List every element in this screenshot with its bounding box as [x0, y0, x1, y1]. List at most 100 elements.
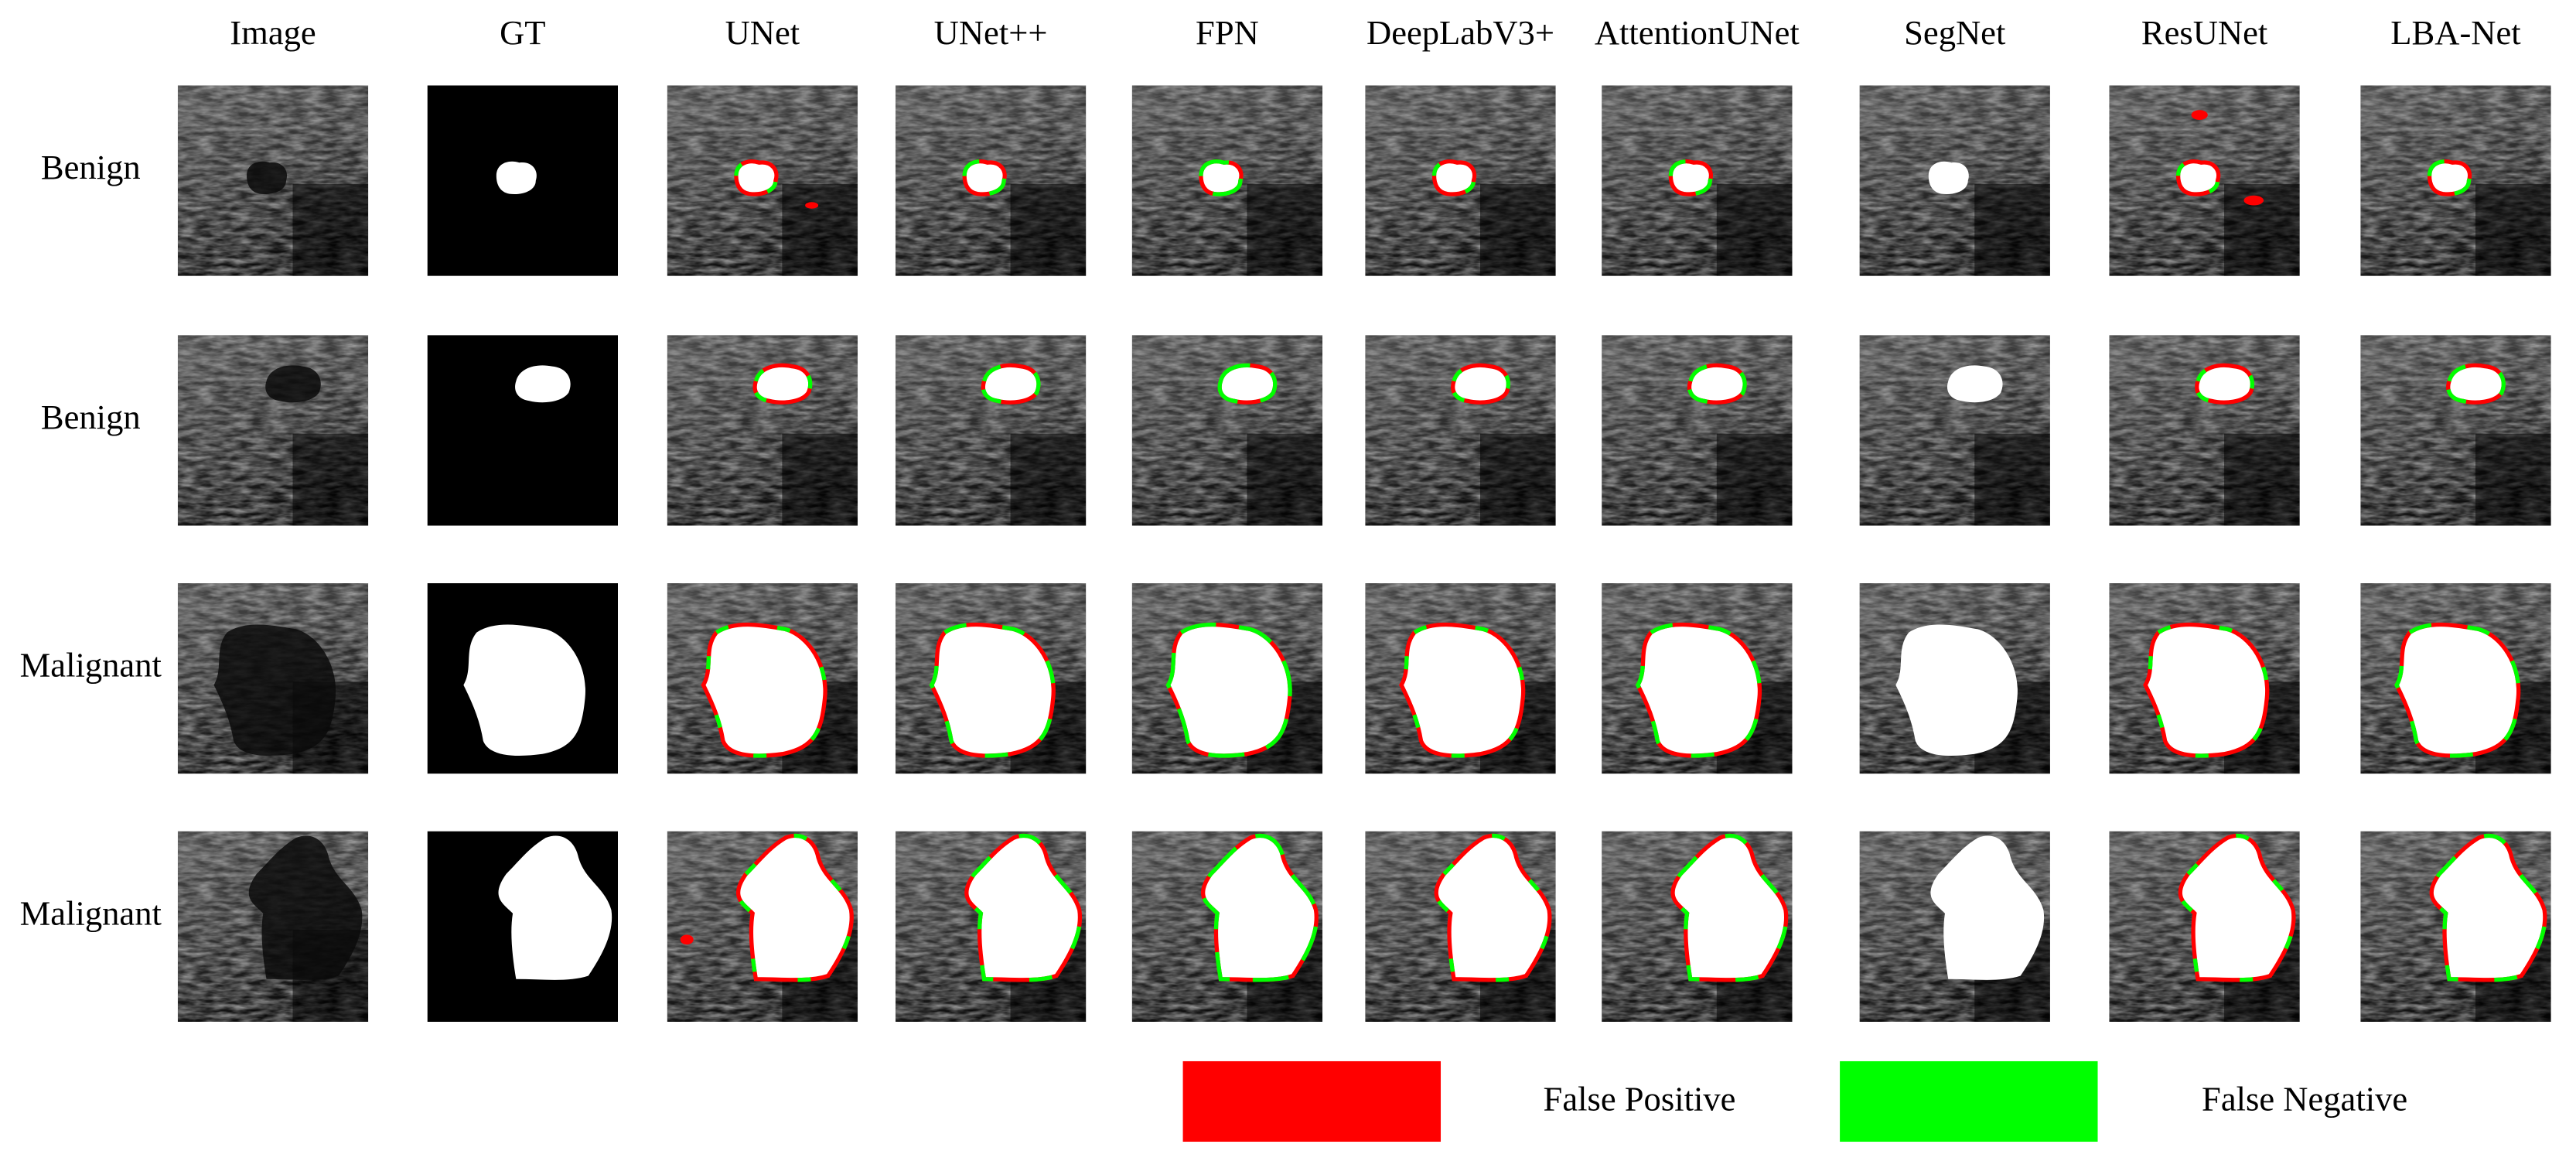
false-negative [1670, 833, 1789, 982]
false-negative [752, 363, 813, 405]
image-tile [895, 85, 1087, 276]
false-negative [1434, 833, 1552, 982]
image-tile [2360, 831, 2551, 1022]
false-negative [1199, 159, 1244, 196]
legend-swatch [1840, 1060, 2098, 1142]
false-negative [1217, 363, 1278, 405]
image-tile [1365, 85, 1556, 276]
column-header: Image [230, 13, 316, 52]
prediction [1431, 159, 1477, 196]
false-negative [2427, 159, 2472, 196]
image-tile [2109, 335, 2300, 526]
image-tile [1602, 831, 1793, 1022]
image-tile [427, 85, 619, 276]
image-tile [2360, 582, 2551, 774]
false-negative [964, 833, 1083, 982]
false-negative [1165, 622, 1292, 758]
shadow-region [1716, 433, 1793, 526]
shadow-region [2475, 433, 2551, 526]
false-negative [1668, 159, 1713, 196]
image-tile [1602, 335, 1793, 526]
shadow-region [1974, 433, 2050, 526]
image-tile [1365, 831, 1556, 1022]
false-negative [2143, 622, 2270, 758]
shadow-region [292, 183, 369, 276]
shadow-region [782, 433, 858, 526]
lesion [247, 161, 288, 195]
false-negative [1399, 622, 1526, 758]
shadow-region [1247, 433, 1323, 526]
image-tile [2109, 582, 2300, 774]
image-tile [427, 335, 619, 526]
image-tile [177, 85, 369, 276]
row-label: Malignant [20, 893, 162, 932]
image-tile [895, 582, 1087, 774]
shadow-region [1716, 183, 1793, 276]
false-negative [2178, 833, 2296, 982]
column-header: GT [500, 13, 545, 52]
column-header: SegNet [1904, 13, 2006, 52]
false-negative [701, 622, 827, 758]
false-negative [929, 622, 1056, 758]
image-tile [1859, 582, 2050, 774]
shadow-region [1479, 183, 1556, 276]
shadow-region [2475, 183, 2551, 276]
image-tile [667, 831, 858, 1022]
false-positive-spot [680, 934, 694, 945]
prediction [1399, 622, 1526, 758]
image-tile [427, 831, 619, 1022]
image-tile [667, 582, 858, 774]
shadow-region [1010, 433, 1087, 526]
image-tile [1365, 582, 1556, 774]
column-header: AttentionUNet [1595, 13, 1800, 52]
false-negative [962, 159, 1007, 196]
mask-background [427, 335, 619, 526]
image-tile [667, 85, 858, 276]
lesion-mask [498, 835, 612, 980]
false-negative [2446, 363, 2506, 405]
image-tile [427, 582, 619, 774]
shadow-region [292, 433, 369, 526]
shadow-region [1010, 183, 1087, 276]
image-tile [2109, 85, 2300, 276]
image-tile [1859, 335, 2050, 526]
image-tile [895, 335, 1087, 526]
column-header: DeepLabV3+ [1366, 13, 1554, 52]
prediction [734, 159, 779, 196]
image-tile [177, 582, 369, 774]
column-header: FPN [1196, 13, 1259, 52]
shadow-region [2224, 433, 2300, 526]
prediction [1895, 624, 2018, 756]
shadow-region [1479, 433, 1556, 526]
prediction [701, 622, 827, 758]
lesion [248, 835, 363, 980]
image-tile [1365, 335, 1556, 526]
lesion-mask [463, 624, 585, 756]
image-tile [1131, 85, 1323, 276]
legend-swatch [1182, 1060, 1442, 1142]
false-positive-spot [2243, 195, 2264, 206]
legend-label: False Positive [1544, 1079, 1736, 1118]
column-header: UNet++ [934, 13, 1048, 52]
row-label: Malignant [20, 646, 162, 685]
image-tile [2109, 831, 2300, 1022]
false-negative [981, 363, 1041, 405]
lesion-mask [515, 365, 571, 403]
false-negative [735, 833, 854, 982]
shadow-region [782, 183, 858, 276]
image-tile [667, 335, 858, 526]
column-header: UNet [725, 13, 800, 52]
false-negative [1200, 833, 1319, 982]
lesion [213, 624, 336, 756]
image-tile [2360, 335, 2551, 526]
image-tile [1602, 85, 1793, 276]
row-label: Benign [41, 148, 141, 186]
image-tile [177, 335, 369, 526]
false-negative [1635, 622, 1762, 758]
image-tile [1131, 831, 1323, 1022]
image-tile [895, 831, 1087, 1022]
prediction [1947, 365, 2003, 403]
prediction [2175, 159, 2221, 196]
prediction [1928, 161, 1969, 195]
